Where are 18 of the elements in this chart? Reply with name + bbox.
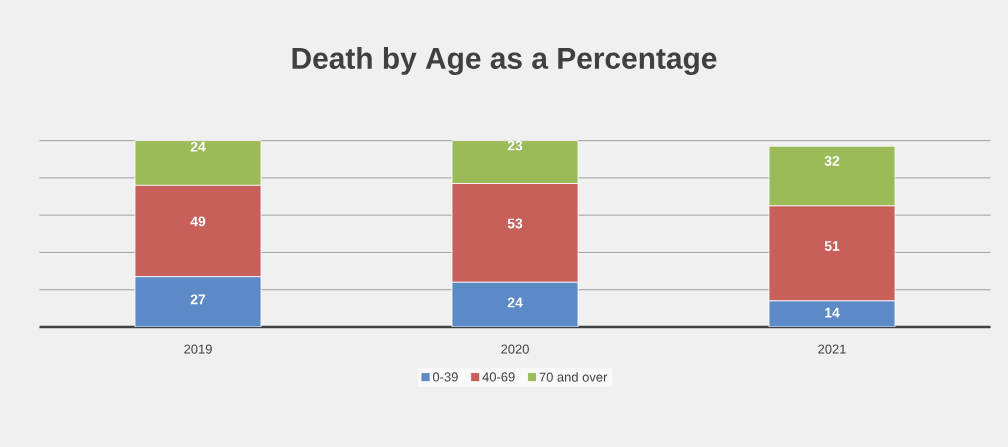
data-label: 27 <box>190 294 206 305</box>
bar <box>451 281 579 327</box>
x-tick-label: 2021 <box>818 344 846 354</box>
data-label: 32 <box>824 155 840 166</box>
data-label: 49 <box>190 216 206 227</box>
data-label: 23 <box>507 140 523 151</box>
data-label: 14 <box>825 307 840 318</box>
x-tick-label: 2020 <box>501 344 529 354</box>
legend-label: 0-39 <box>432 372 458 382</box>
bar <box>134 276 262 327</box>
legend-label: 40-69 <box>482 372 515 382</box>
data-label: 51 <box>824 241 840 251</box>
legend-label: 70 and over <box>539 372 608 382</box>
chart-title: Death by Age as a Percentage <box>292 47 717 75</box>
data-label: 53 <box>507 218 523 229</box>
data-label: 24 <box>190 141 206 152</box>
data-label: 24 <box>507 297 523 308</box>
x-tick-label: 2019 <box>184 344 212 354</box>
